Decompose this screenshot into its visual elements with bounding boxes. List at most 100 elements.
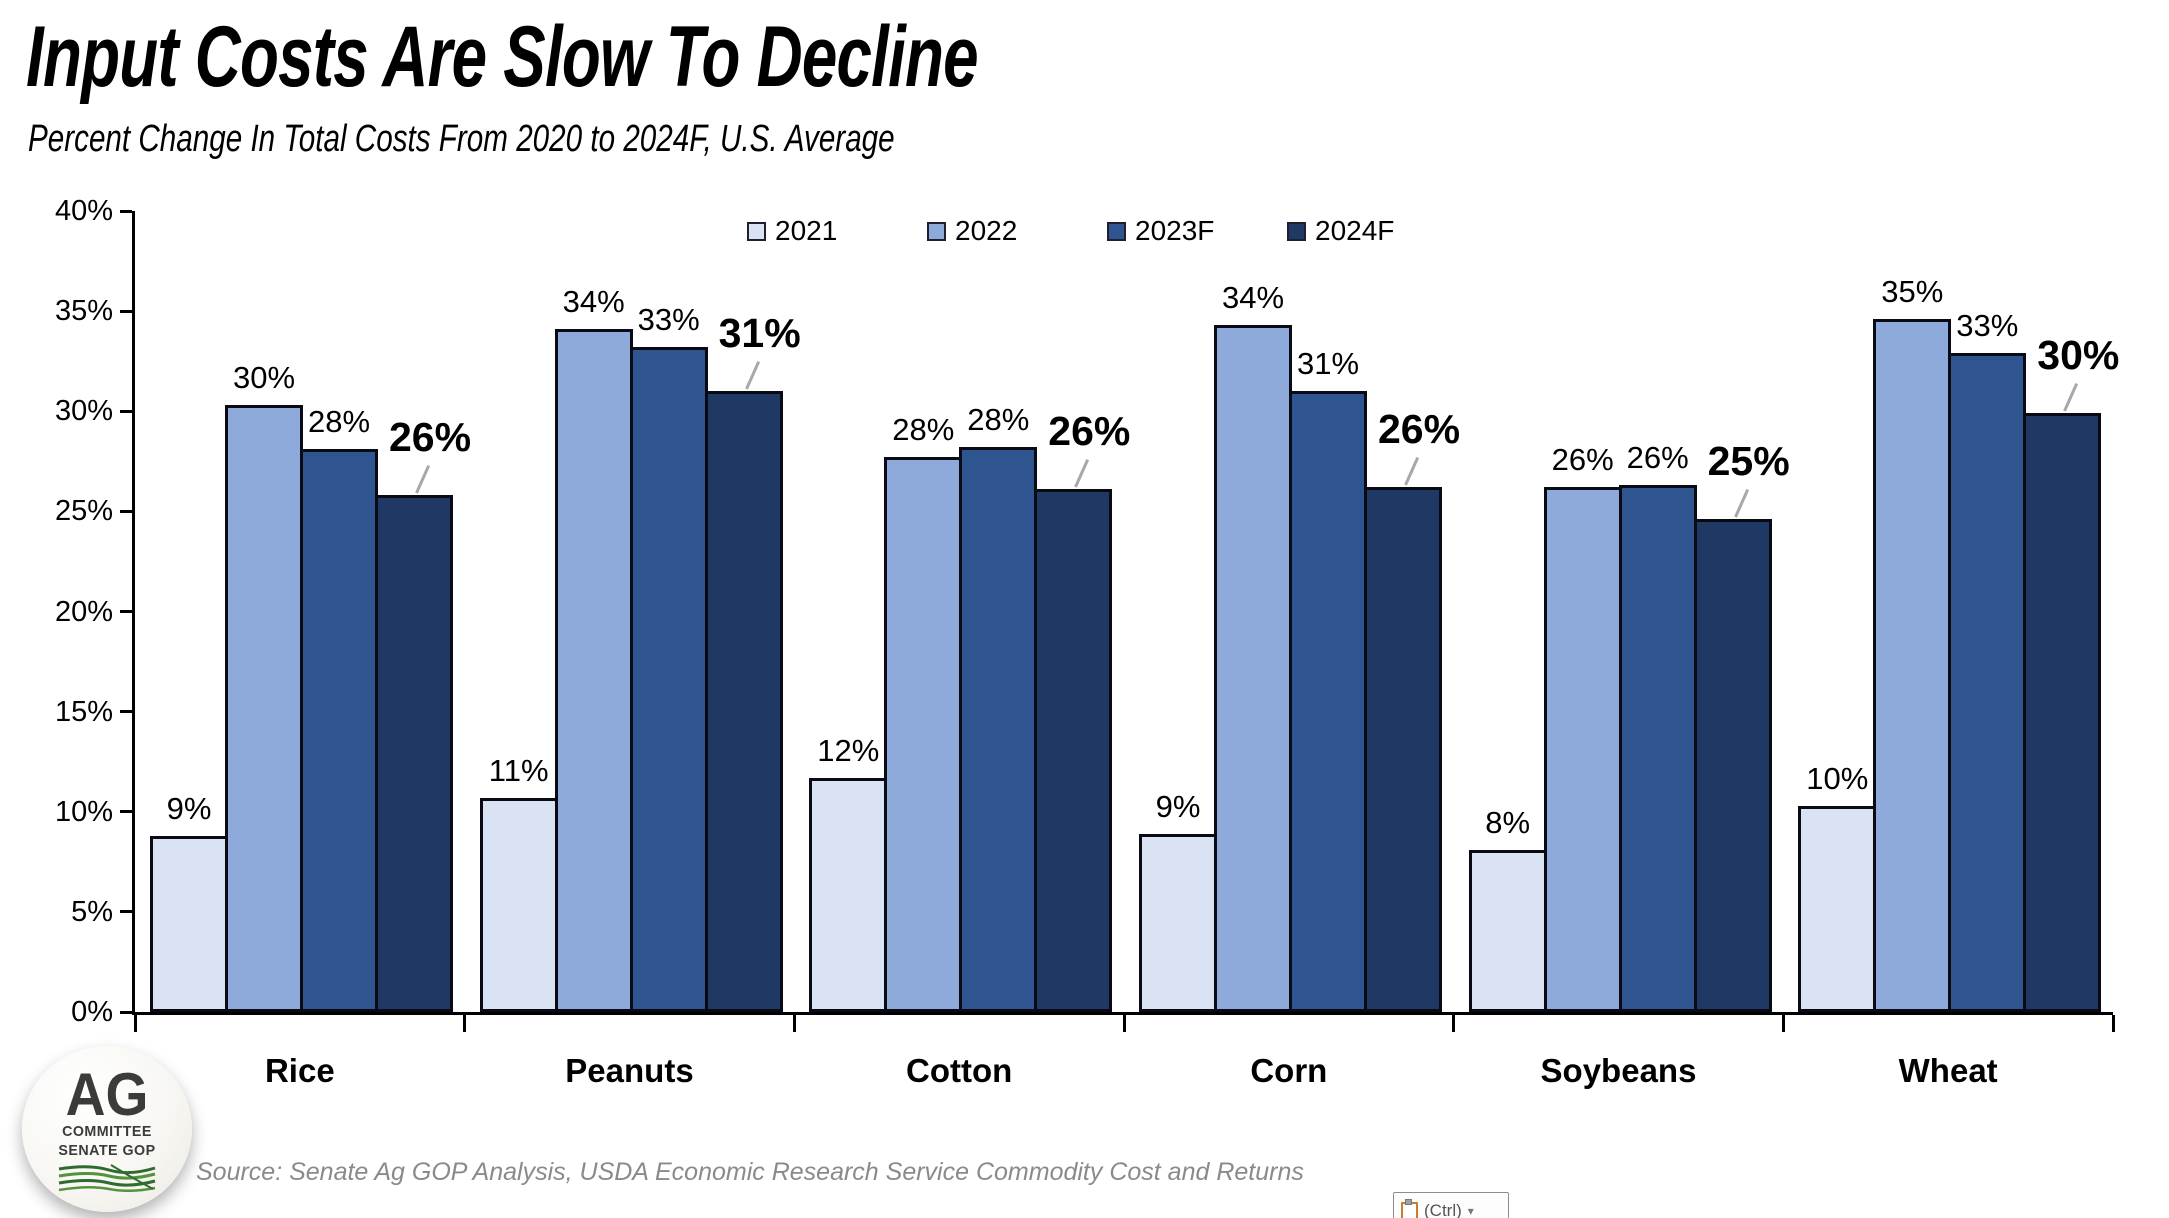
bar-peanuts-2021 — [479, 798, 558, 1012]
y-axis-tick-label: 35% — [54, 295, 113, 328]
value-label-wheat-2022: 35% — [1881, 274, 1944, 309]
x-axis-tick — [1781, 1015, 1785, 1032]
logo-senate-text: SENATE GOP — [58, 1142, 156, 1159]
category-label-soybeans: Soybeans — [1540, 1052, 1697, 1089]
legend-label: 2021 — [775, 215, 838, 246]
x-axis-tick — [792, 1015, 796, 1032]
legend-label: 2023F — [1135, 215, 1215, 246]
category-label-cotton: Cotton — [906, 1052, 1013, 1089]
wheat-field-icon — [58, 1164, 156, 1192]
value-label-peanuts-2024f: 31% — [718, 310, 801, 356]
y-axis-tick-label: 15% — [54, 695, 113, 728]
y-axis-tick — [120, 509, 132, 513]
value-label-peanuts-2022: 34% — [562, 284, 625, 319]
legend-label: 2024F — [1315, 215, 1395, 246]
value-label-peanuts-2021: 11% — [488, 753, 549, 788]
value-label-cotton-2022: 28% — [892, 412, 955, 447]
legend-swatch-icon — [1287, 221, 1306, 241]
legend-item-2023f: 2023F — [1107, 215, 1214, 247]
value-label-soybeans-2024f: 25% — [1707, 438, 1790, 484]
value-label-soybeans-2021: 8% — [1485, 805, 1531, 840]
value-label-corn-2024f: 26% — [1377, 406, 1461, 452]
value-label-soybeans-2023f: 26% — [1626, 440, 1689, 475]
bar-soybeans-2022 — [1543, 487, 1622, 1012]
bar-wheat-2023f — [1948, 353, 2027, 1012]
value-label-rice-2024f: 26% — [388, 414, 472, 460]
legend-swatch-icon — [1107, 221, 1126, 241]
bar-peanuts-2024f — [704, 391, 783, 1012]
value-label-rice-2021: 9% — [166, 791, 212, 826]
value-label-wheat-2024f: 30% — [2037, 332, 2120, 378]
legend-item-2021: 2021 — [747, 215, 837, 247]
category-label-peanuts: Peanuts — [565, 1052, 694, 1089]
chart-subtitle: Percent Change In Total Costs From 2020 … — [28, 118, 895, 160]
bar-soybeans-2021 — [1468, 850, 1547, 1012]
legend-item-2024f: 2024F — [1287, 215, 1394, 247]
bar-peanuts-2023f — [629, 347, 708, 1012]
bar-corn-2021 — [1139, 834, 1217, 1012]
x-axis-tick — [133, 1015, 137, 1032]
y-axis-tick-label: 0% — [71, 996, 113, 1028]
clipboard-icon — [1401, 1198, 1418, 1218]
category-label-rice: Rice — [264, 1052, 335, 1089]
logo-committee-text: COMMITTEE — [62, 1123, 152, 1140]
value-label-wheat-2023f: 33% — [1956, 308, 2019, 343]
value-label-cotton-2024f: 26% — [1048, 408, 1131, 454]
y-axis-tick-label: 5% — [71, 895, 113, 928]
value-label-cotton-2021: 12% — [817, 733, 880, 768]
bar-rice-2024f — [375, 495, 453, 1012]
leader-line-soybeans-2024f — [1733, 488, 1749, 518]
x-axis-tick — [2111, 1015, 2115, 1032]
x-axis-tick — [1452, 1015, 1456, 1032]
bar-rice-2022 — [225, 405, 303, 1012]
y-axis-tick — [120, 910, 132, 914]
y-axis-tick — [120, 409, 132, 413]
value-label-peanuts-2023f: 33% — [637, 302, 700, 337]
y-axis-tick-label: 40% — [54, 195, 113, 227]
value-label-corn-2021: 9% — [1155, 789, 1201, 824]
y-axis-tick — [120, 1010, 132, 1014]
bar-wheat-2022 — [1873, 319, 1952, 1012]
y-axis-tick — [120, 309, 132, 313]
bar-cotton-2021 — [809, 778, 888, 1012]
y-axis-tick — [120, 710, 132, 714]
plot-area: 0% 5% 10% 15% 20% 25% 30% 35% 40% 2021 2022 2023F 2… — [55, 195, 2119, 1089]
leader-line-cotton-2024f — [1074, 458, 1090, 488]
bar-corn-2022 — [1214, 325, 1292, 1012]
value-label-wheat-2021: 10% — [1806, 761, 1869, 796]
chart-title: Input Costs Are Slow To Decline — [26, 9, 979, 105]
source-note: Source: Senate Ag GOP Analysis, USDA Eco… — [196, 1158, 1304, 1186]
y-axis-tick-label: 30% — [54, 395, 113, 428]
bar-soybeans-2023f — [1618, 485, 1697, 1012]
paste-options-button[interactable]: (Ctrl) ▾ — [1393, 1192, 1509, 1218]
bar-cotton-2024f — [1034, 489, 1113, 1012]
bar-soybeans-2024f — [1693, 519, 1772, 1012]
value-label-rice-2023f: 28% — [307, 404, 371, 439]
y-axis-tick — [120, 810, 132, 814]
y-axis-tick-label: 10% — [54, 795, 113, 828]
y-axis-tick — [120, 209, 132, 213]
value-label-soybeans-2022: 26% — [1551, 442, 1614, 477]
value-label-corn-2023f: 31% — [1296, 346, 1360, 381]
value-label-cotton-2023f: 28% — [967, 402, 1030, 437]
category-label-corn: Corn — [1250, 1052, 1328, 1089]
chevron-down-icon: ▾ — [1467, 1204, 1474, 1218]
bar-wheat-2021 — [1798, 806, 1877, 1012]
bar-rice-2023f — [300, 449, 378, 1012]
bar-corn-2024f — [1364, 487, 1442, 1012]
x-axis-tick — [463, 1015, 467, 1032]
leader-line-rice-2024f — [415, 464, 431, 494]
y-axis-tick-label: 20% — [54, 595, 113, 628]
bar-cotton-2023f — [959, 447, 1038, 1012]
y-axis-tick-label: 25% — [54, 495, 113, 528]
legend-swatch-icon — [927, 221, 946, 241]
logo-ag-text: AG — [65, 1061, 149, 1128]
category-label-wheat: Wheat — [1898, 1052, 1998, 1089]
bar-wheat-2024f — [2023, 413, 2102, 1012]
x-axis-tick — [1122, 1015, 1126, 1032]
leader-line-peanuts-2024f — [744, 360, 760, 390]
leader-line-corn-2024f — [1404, 456, 1420, 486]
y-axis-tick — [120, 610, 132, 613]
senate-ag-gop-logo: AG COMMITTEE SENATE GOP — [22, 1046, 192, 1212]
